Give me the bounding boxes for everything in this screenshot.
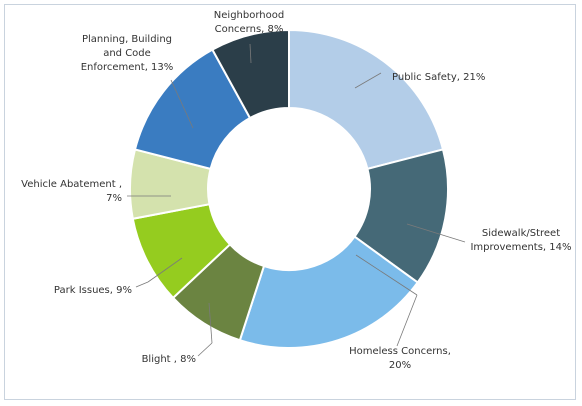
donut-slice	[211, 28, 290, 120]
donut-slice	[288, 28, 445, 171]
slice-label-line: Planning, Building	[82, 34, 172, 45]
slice-label-line: Sidewalk/Street	[482, 228, 560, 239]
leader-line	[396, 294, 418, 347]
slice-label: Neighborhood Concerns, 8%	[214, 10, 284, 35]
slice-label-line: Park Issues, 9%	[54, 285, 132, 296]
donut-slice	[238, 235, 420, 349]
slice-label: Planning, Building and Code Enforcement, 1…	[81, 34, 174, 73]
slice-label-line: and Code	[103, 48, 151, 59]
slice-label: Homeless Concerns, 20%	[349, 346, 451, 371]
leader-line	[208, 302, 213, 344]
leader-line	[355, 254, 418, 296]
leader-line	[147, 257, 183, 283]
slice-label-line: Improvements, 14%	[470, 242, 571, 253]
slice-label-line: Concerns, 8%	[215, 24, 284, 35]
leader-line	[354, 72, 382, 89]
slice-label: Sidewalk/Street Improvements, 14%	[470, 228, 571, 253]
slice-label-line: Blight , 8%	[142, 354, 196, 365]
slice-label: Blight , 8%	[142, 354, 196, 365]
slice-label-line: Enforcement, 13%	[81, 62, 174, 73]
slice-label-line: Homeless Concerns,	[349, 346, 451, 357]
slice-label-line: 20%	[389, 360, 411, 371]
slice-label: Park Issues, 9%	[54, 285, 132, 296]
slice-label-line: Neighborhood	[214, 10, 284, 21]
slice-label: Public Safety, 21%	[392, 72, 485, 83]
slice-label-line: Vehicle Abatement ,	[21, 179, 122, 190]
leader-line	[249, 43, 252, 64]
slice-label-line: 7%	[106, 193, 122, 204]
slice-label: Vehicle Abatement , 7%	[21, 179, 122, 204]
slice-label-line: Public Safety, 21%	[392, 72, 485, 83]
leader-line	[135, 281, 149, 288]
leader-line	[170, 79, 194, 129]
leader-line	[197, 342, 213, 357]
leader-line	[406, 223, 466, 243]
